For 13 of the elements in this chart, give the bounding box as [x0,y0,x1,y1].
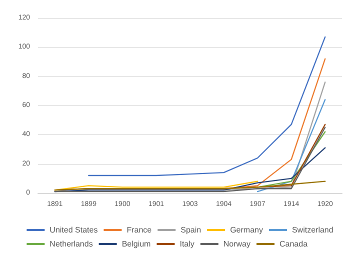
legend-label: Spain [180,226,202,234]
line-series [54,180,258,191]
legend-label: Netherlands [50,240,93,248]
legend-label: France [126,226,152,234]
legend-label: Italy [180,240,194,248]
line-series [54,180,326,191]
legend-label: Canada [280,240,308,248]
legend-label: Norway [223,240,251,248]
legend-label: United States [50,226,98,234]
line-series [88,36,326,176]
legend-label: Belgium [122,240,152,248]
legend-label: Switzerland [292,226,334,234]
legend-label: Germany [230,226,263,234]
